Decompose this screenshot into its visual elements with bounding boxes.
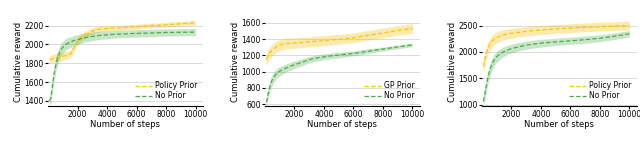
X-axis label: Number of steps: Number of steps xyxy=(307,120,378,129)
X-axis label: Number of steps: Number of steps xyxy=(524,120,595,129)
Y-axis label: Cumulative reward: Cumulative reward xyxy=(448,22,457,102)
Legend: Policy Prior, No Prior: Policy Prior, No Prior xyxy=(568,80,633,102)
Legend: GP Prior, No Prior: GP Prior, No Prior xyxy=(362,80,416,102)
X-axis label: Number of steps: Number of steps xyxy=(90,120,161,129)
Y-axis label: Cumulative reward: Cumulative reward xyxy=(14,22,23,102)
Y-axis label: Cumulative reward: Cumulative reward xyxy=(231,22,240,102)
Legend: Policy Prior, No Prior: Policy Prior, No Prior xyxy=(134,80,199,102)
